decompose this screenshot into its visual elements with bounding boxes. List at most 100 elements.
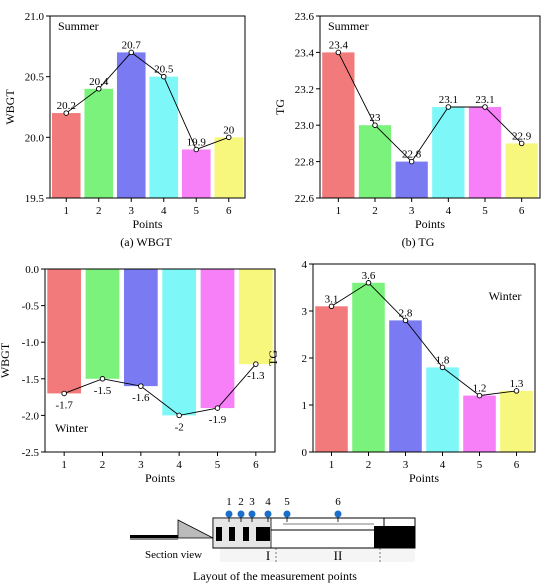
bar-c-1 — [47, 269, 82, 394]
right-block — [374, 526, 415, 548]
x-tick-label-d: 4 — [440, 459, 446, 471]
x-tick-label-c: 2 — [100, 459, 106, 471]
zone-one-label: I — [266, 548, 270, 563]
data-label-c: -1.7 — [55, 399, 73, 411]
y-tick-label-d: 1 — [302, 400, 308, 412]
x-tick-label-d: 6 — [514, 459, 520, 471]
trend-point-d — [365, 280, 372, 286]
bar-d-5 — [463, 395, 496, 452]
y-axis-label-b: TG — [273, 99, 287, 115]
data-label-b: 23.1 — [439, 94, 458, 106]
x-axis-label-c: Points — [145, 471, 175, 485]
bar-b-3 — [395, 161, 428, 198]
x-tick-label-b: 4 — [446, 205, 452, 217]
pillar — [216, 527, 222, 541]
bar-b-5 — [468, 107, 502, 198]
data-label-c: -1.6 — [132, 392, 150, 404]
y-tick-label-d: 0 — [302, 447, 308, 459]
y-tick-label-b: 23.6 — [295, 11, 315, 23]
data-label-c: -2 — [175, 421, 184, 433]
data-label-b: 22.8 — [402, 149, 422, 161]
chart-c: -2.5 -2.0 -1.5 -1.0 -0.5 0.0 1 2 3 4 5 6 -1.7 -1.5 -1.… — [0, 264, 276, 485]
charts-layer: 19.520.020.521.01 2 3 4 5 620.220.420.720.519… — [0, 11, 541, 485]
bar-b-4 — [432, 107, 465, 198]
ramp — [177, 519, 214, 539]
x-tick-label-c: 3 — [138, 459, 144, 471]
trend-point-c — [176, 412, 182, 419]
season-label-c: Winter — [55, 421, 88, 435]
x-tick-label-a: 4 — [161, 205, 167, 217]
measurement-point-5-marker — [283, 510, 291, 518]
measurement-point-5-label: 5 — [284, 496, 290, 508]
trend-point-b — [482, 104, 488, 110]
y-tick-label-d: 4 — [302, 259, 308, 271]
data-label-b: 23.1 — [475, 94, 494, 106]
y-tick-label-b: 22.6 — [295, 193, 315, 205]
trend-point-b — [372, 122, 378, 128]
bar-a-1 — [51, 113, 81, 198]
bar-a-3 — [116, 52, 146, 199]
measurement-point-3-label: 3 — [249, 496, 255, 508]
bar-c-3 — [123, 269, 158, 387]
bar-d-4 — [426, 367, 459, 452]
trend-line-b — [337, 52, 522, 163]
data-label-c: -1.5 — [94, 385, 112, 397]
y-tick-label-d: 3 — [302, 306, 308, 318]
measurement-point-4-marker — [264, 510, 272, 518]
measurement-point-1-label: 1 — [226, 496, 232, 508]
x-tick-label-b: 6 — [519, 205, 525, 217]
x-tick-label-c: 4 — [176, 459, 182, 471]
bar-c-5 — [200, 269, 235, 409]
data-label-d: 1.8 — [436, 354, 450, 366]
bar-c-4 — [162, 269, 197, 416]
data-label-a: 20 — [223, 124, 235, 136]
y-tick-label-c: 0.0 — [25, 264, 39, 276]
y-tick-label-b: 23.2 — [295, 84, 314, 96]
trend-point-a — [128, 49, 134, 56]
data-label-a: 20.4 — [89, 76, 109, 88]
pillar — [256, 527, 270, 541]
season-label-a: Summer — [58, 19, 99, 33]
x-tick-label-a: 6 — [226, 205, 232, 217]
data-label-c: -1.9 — [209, 414, 227, 426]
ground-strip-shade — [130, 538, 178, 540]
y-axis-label-a: WBGT — [3, 89, 17, 125]
trend-point-b — [335, 49, 342, 56]
data-label-b: 23 — [370, 112, 382, 124]
y-tick-label-c: -2.5 — [22, 447, 40, 459]
trend-point-b — [518, 140, 525, 147]
y-tick-label-b: 23.0 — [295, 120, 315, 132]
chart-b: 22.622.823.023.223.423.61 2 3 4 5 623.42322.8… — [273, 11, 541, 231]
x-tick-label-d: 3 — [403, 459, 409, 471]
y-tick-label-c: -2.0 — [22, 410, 40, 422]
data-label-b: 22.9 — [512, 130, 532, 142]
y-tick-label-b: 22.8 — [295, 157, 315, 169]
chart-a: 19.5 20.0 20.5 21.0 1 2 3 4 5 6 20.2 20.4 20.7 20.5 19… — [3, 11, 246, 231]
y-axis-label-d: TG — [266, 350, 280, 366]
measurement-markers: 1 2 3 4 5 6 — [225, 496, 342, 522]
measurement-point-6-label: 6 — [335, 496, 341, 508]
y-tick-label-a: 21.0 — [25, 11, 45, 23]
trend-point-d — [476, 392, 483, 399]
x-tick-label-d: 1 — [329, 459, 335, 471]
ground-strip — [130, 535, 178, 538]
data-label-a: 20.7 — [122, 39, 142, 51]
trend-point-c — [214, 405, 221, 411]
x-tick-label-a: 2 — [96, 205, 102, 217]
trend-line-a — [65, 51, 229, 151]
x-tick-label-b: 5 — [482, 205, 488, 217]
caption-a: (a) WBGT — [120, 235, 172, 249]
bar-d-2 — [352, 282, 385, 452]
data-label-b: 23.4 — [329, 39, 349, 51]
trend-point-d — [402, 317, 409, 324]
x-tick-label-b: 1 — [336, 205, 342, 217]
y-tick-label-d: 2 — [302, 353, 308, 365]
section-view-label: Section view — [145, 549, 202, 561]
chart-d: 0 1 2 3 4 1 2 3 4 5 6 3.1 3.6 2.8 1.8 1.2 1.3 Points TG Win… — [266, 259, 536, 485]
y-tick-label-c: -1.0 — [22, 337, 40, 349]
data-label-d: 1.3 — [510, 378, 524, 390]
bar-d-3 — [389, 320, 422, 452]
plot-frame-b — [319, 15, 541, 199]
data-label-d: 1.2 — [473, 383, 487, 395]
bar-c-2 — [85, 269, 120, 379]
